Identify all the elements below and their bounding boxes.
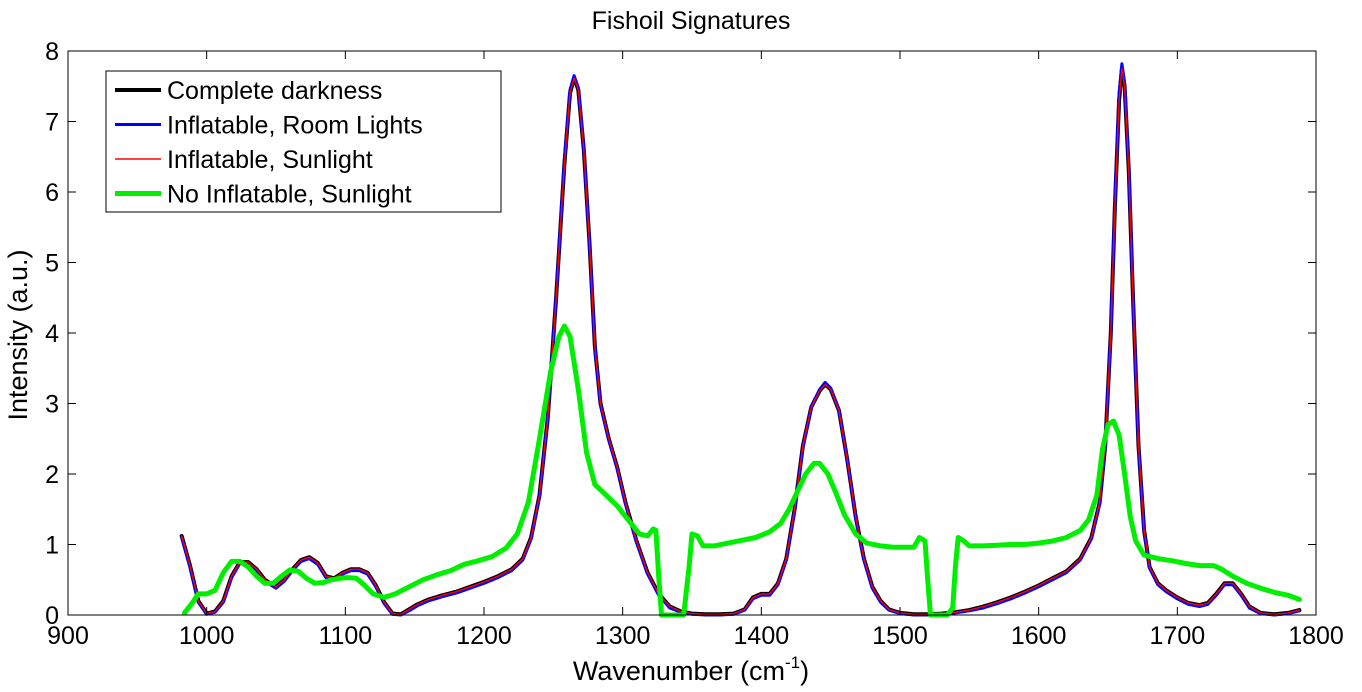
y-tick-label: 4 (45, 320, 59, 348)
x-tick-label: 1300 (595, 622, 651, 650)
y-tick-label: 7 (45, 109, 59, 137)
y-tick-label: 6 (45, 179, 59, 207)
x-tick-label: 1700 (1150, 622, 1206, 650)
y-tick-label: 2 (45, 461, 59, 489)
x-tick-label: 1400 (734, 622, 790, 650)
legend-label-3: Inflatable, Sunlight (167, 146, 373, 174)
legend-label-4: No Inflatable, Sunlight (167, 181, 412, 209)
legend-label-2: Inflatable, Room Lights (167, 112, 423, 140)
y-tick-label: 1 (45, 532, 59, 560)
x-tick-label: 1200 (456, 622, 512, 650)
x-tick-label: 1600 (1011, 622, 1067, 650)
series-line-3 (181, 67, 1301, 615)
x-axis-label-superscript: -1 (785, 653, 800, 672)
x-tick-label: 1000 (179, 622, 235, 650)
y-axis-label: Intensity (a.u.) (3, 249, 33, 420)
y-tick-label: 3 (45, 391, 59, 419)
legend-label-1: Complete darkness (167, 77, 382, 105)
axis-ticks: 900 1000 1100 1200 1300 1400 1500 1600 1700 1800 0… (45, 38, 1344, 650)
legend: Complete darkness Inflatable, Room Lights… (105, 70, 502, 213)
x-tick-label: 1800 (1288, 622, 1344, 650)
x-axis-label: Wavenumber (cm-1) (573, 653, 809, 686)
chart-title: Fishoil Signatures (592, 7, 791, 35)
y-tick-label: 0 (45, 602, 59, 630)
x-axis-label-tail: ) (800, 656, 809, 686)
x-axis-label-main: Wavenumber (cm (573, 656, 785, 686)
y-tick-label: 8 (45, 38, 59, 66)
y-tick-label: 5 (45, 250, 59, 278)
legend-box (105, 70, 502, 213)
series-line-4 (182, 323, 1302, 618)
x-tick-label: 1100 (318, 622, 372, 650)
plot-lines (179, 62, 1302, 618)
x-tick-label: 1500 (872, 622, 928, 650)
x-tick-label: 900 (47, 622, 89, 650)
